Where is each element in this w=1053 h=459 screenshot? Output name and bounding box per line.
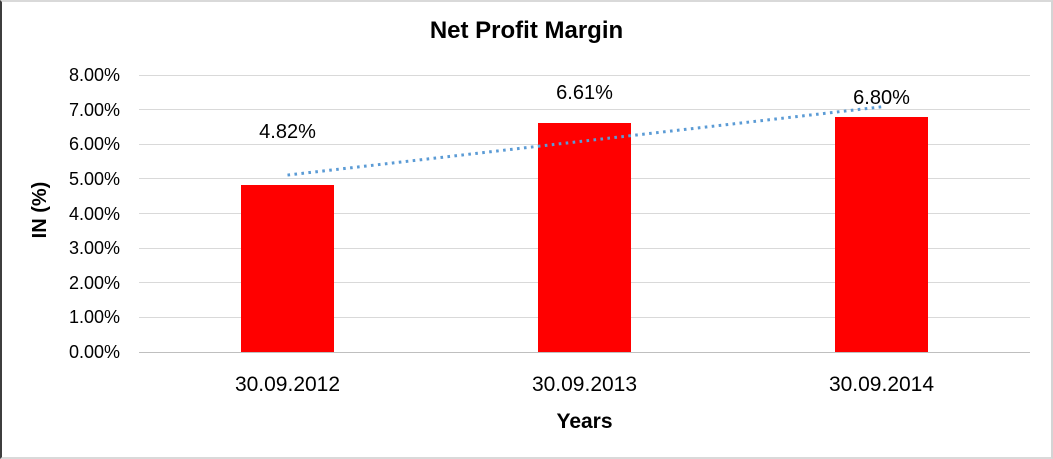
y-tick-label: 3.00% [68,238,120,259]
y-tick-label: 7.00% [68,99,120,120]
y-tick-label: 4.00% [68,203,120,224]
y-tick-label: 1.00% [68,307,120,328]
y-tick-label: 6.00% [68,134,120,155]
y-tick-label: 0.00% [68,342,120,362]
y-tick-label: 2.00% [68,272,120,293]
x-tick-label: 30.09.2014 [828,373,935,396]
y-gridline [139,74,1030,76]
x-axis-title: Years [556,410,613,433]
data-label: 6.80% [853,86,910,109]
data-label: 4.82% [259,121,316,144]
y-tick-label: 8.00% [68,65,120,85]
bar-30.09.2013 [538,123,631,352]
x-tick-label: 30.09.2012 [234,373,341,396]
chart-title: Net Profit Margin [429,17,624,44]
x-tick-label: 30.09.2013 [531,373,638,396]
bar-30.09.2014 [835,116,928,352]
x-axis-line [139,351,1030,353]
y-tick-label: 5.00% [68,168,120,189]
bar-30.09.2012 [241,185,334,352]
data-label: 6.61% [556,82,613,105]
